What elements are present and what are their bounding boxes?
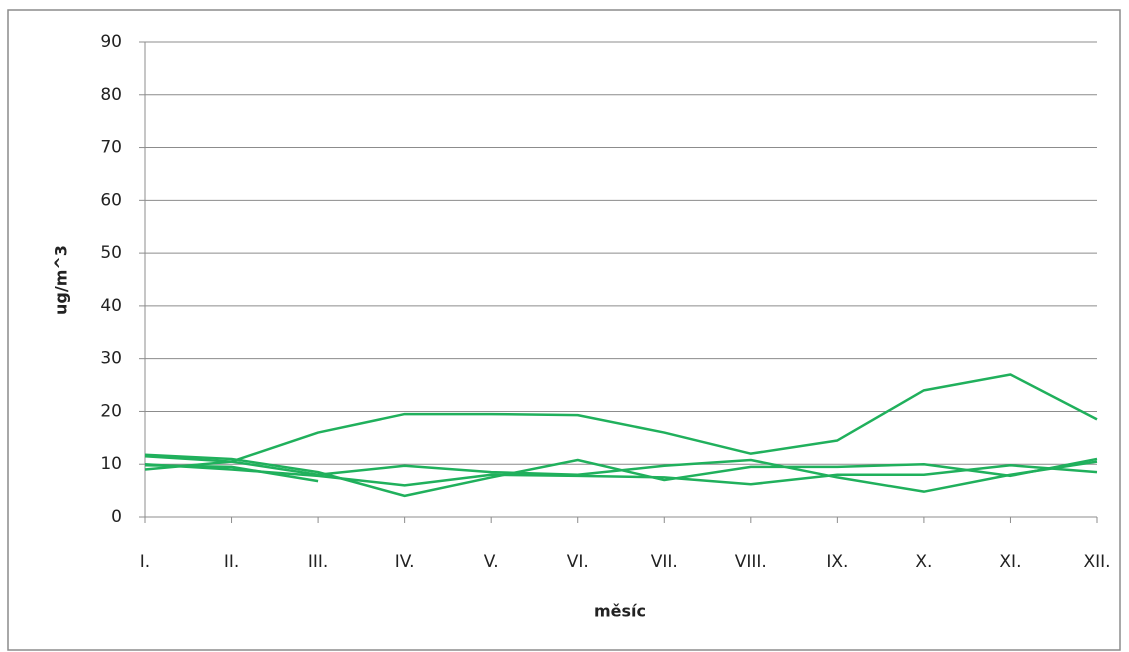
x-tick-label: III.: [308, 552, 328, 572]
x-axis-title: měsíc: [594, 602, 646, 621]
x-tick-label: V.: [484, 552, 499, 572]
y-tick-label: 40: [100, 296, 122, 316]
x-tick-label: IX.: [826, 552, 848, 572]
series-line: [144, 373, 1098, 471]
x-tick-label: VII.: [651, 552, 678, 572]
x-tick-label: XII.: [1083, 552, 1110, 572]
chart-frame: [7, 9, 1121, 651]
y-tick-label: 60: [100, 190, 122, 210]
x-tick-label: X.: [915, 552, 932, 572]
series-line: [144, 462, 1098, 487]
x-tick-label: VIII.: [735, 552, 767, 572]
y-tick-label: 10: [100, 454, 122, 474]
y-tick-label: 70: [100, 138, 122, 158]
y-tick-label: 20: [100, 401, 122, 421]
y-tick-label: 80: [100, 85, 122, 105]
x-tick-label: XI.: [999, 552, 1021, 572]
x-tick-label: IV.: [395, 552, 415, 572]
series-line: [144, 464, 319, 483]
x-tick-label: I.: [140, 552, 150, 572]
x-tick-label: VI.: [567, 552, 589, 572]
series-line: [144, 455, 1098, 493]
y-axis-title: ug/m^3: [52, 245, 71, 315]
x-tick-label: II.: [224, 552, 239, 572]
y-tick-label: 50: [100, 243, 122, 263]
y-tick-label: 0: [111, 507, 122, 527]
y-tick-label: 30: [100, 349, 122, 369]
y-tick-label: 90: [100, 32, 122, 52]
